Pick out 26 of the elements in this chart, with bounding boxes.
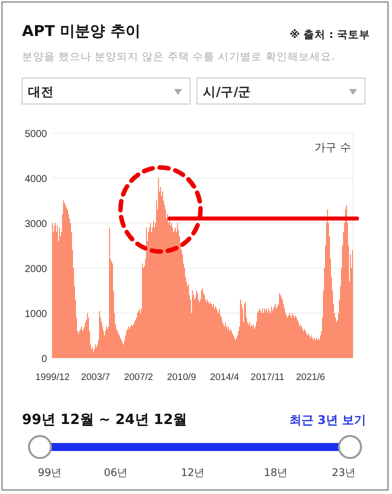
x-tick-label: 2010/9 <box>166 372 196 383</box>
x-tick-label: 2021/6 <box>296 372 326 383</box>
text: 99년 12월 ~ 24년 12월 <box>22 412 188 428</box>
y-tick-label: 2000 <box>24 264 48 275</box>
y-axis-title: 가구 수 <box>314 141 351 154</box>
x-tick-label: 2003/7 <box>80 372 110 383</box>
text: 06년 <box>104 467 128 479</box>
x-tick-label: 1999/12 <box>35 372 70 383</box>
text: ※ 출처 : 국토부 <box>290 29 370 41</box>
x-tick-label: 2007/2 <box>124 372 154 383</box>
chart-title: APT 미분양 추이 <box>22 22 140 40</box>
y-tick-label: 5000 <box>24 129 48 140</box>
text: 23년 <box>332 467 356 479</box>
chart-subtitle: 분양을 했으나 분양되지 않은 주택 수를 시기별로 확인해보세요. <box>22 51 335 63</box>
y-tick-label: 1000 <box>24 309 48 320</box>
text: 99년 <box>38 467 62 479</box>
text: 시/구/군 <box>203 84 252 99</box>
text: 대전 <box>28 84 54 99</box>
x-tick-label: 2017/11 <box>250 372 284 383</box>
y-tick-label: 0 <box>41 354 48 365</box>
text: 12년 <box>180 467 206 479</box>
text: 18년 <box>264 467 288 479</box>
y-tick-label: 3000 <box>24 219 48 230</box>
y-tick-label: 4000 <box>24 174 48 185</box>
x-tick-label: 2014/4 <box>210 372 240 383</box>
text: 최근 3년 보기 <box>289 413 366 427</box>
